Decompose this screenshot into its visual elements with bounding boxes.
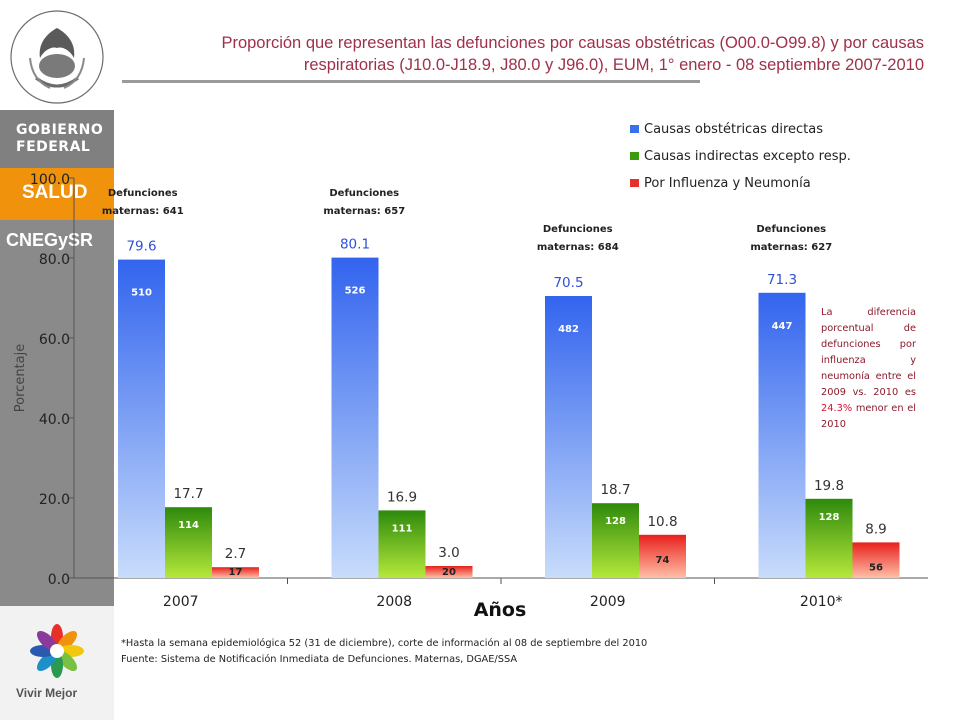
gobierno-federal-logo: GOBIERNO FEDERAL (0, 110, 114, 168)
federal-label: FEDERAL (16, 139, 91, 155)
bar-2 (805, 498, 853, 578)
footnote-line-1: *Hasta la semana epidemiológica 52 (31 d… (121, 638, 648, 649)
difference-note-percent: 24.3% (821, 403, 853, 414)
legend-label: Por Influenza y Neumonía (644, 176, 811, 191)
data-label: 17.7 (173, 486, 203, 502)
salud-label: SALUD (22, 182, 88, 203)
group-note-line-1: Defunciones (756, 224, 826, 235)
group-note-line-2: maternas: 684 (537, 242, 619, 253)
data-label: 80.1 (340, 237, 370, 253)
data-label: 70.5 (553, 275, 583, 291)
y-tick-label: 40.0 (39, 412, 70, 428)
legend-label: Causas indirectas excepto resp. (644, 149, 851, 164)
group-note-line-2: maternas: 641 (102, 206, 184, 217)
data-label: 79.6 (126, 239, 156, 255)
bar-count-label: 111 (392, 523, 413, 534)
group-note-line-1: Defunciones (108, 188, 178, 199)
bar-2 (378, 510, 426, 578)
data-label: 71.3 (767, 272, 797, 288)
y-tick-label: 80.0 (39, 252, 70, 268)
data-label: 16.9 (387, 489, 417, 505)
page-title: Proporción que representan las defuncion… (221, 34, 924, 74)
bar-1 (545, 296, 592, 578)
bar-count-label: 447 (772, 321, 793, 332)
bar-count-label: 74 (656, 555, 670, 566)
vivir-mejor-label: Vivir Mejor (16, 686, 78, 700)
data-label: 8.9 (865, 521, 886, 537)
title-divider (122, 80, 700, 83)
salud-logo: SALUD (0, 168, 114, 220)
difference-note: La diferencia porcentual de defunciones … (821, 305, 916, 433)
bar-count-label: 128 (819, 512, 840, 523)
mexico-seal-icon (10, 10, 104, 104)
legend-label: Causas obstétricas directas (644, 122, 823, 137)
bar-1 (758, 292, 806, 578)
group-note-line-2: maternas: 627 (750, 242, 832, 253)
group-note-line-1: Defunciones (543, 224, 613, 235)
data-label: 18.7 (600, 482, 630, 498)
bar-3 (212, 567, 259, 578)
data-label: 3.0 (438, 545, 459, 561)
bar-count-label: 510 (131, 288, 152, 299)
bar-count-label: 482 (558, 324, 579, 335)
gobierno-label: GOBIERNO (16, 122, 104, 138)
legend-swatch (630, 179, 639, 187)
difference-note-text: La diferencia porcentual de defunciones … (821, 307, 916, 398)
bar-1 (118, 259, 165, 578)
footnote-line-2: Fuente: Sistema de Notificación Inmediat… (121, 654, 518, 665)
data-label: 2.7 (225, 546, 246, 562)
y-axis-label: Porcentaje (13, 344, 28, 412)
y-tick-label: 60.0 (39, 332, 70, 348)
bar-count-label: 20 (442, 567, 456, 578)
difference-note-tail: menor en el 2010 (821, 403, 916, 430)
data-label: 19.8 (814, 478, 844, 494)
data-label: 10.8 (647, 514, 677, 530)
x-axis-label: Años (474, 599, 527, 621)
bar-3 (852, 542, 900, 578)
bar-count-label: 56 (869, 562, 883, 573)
group-note-line-1: Defunciones (329, 188, 399, 199)
bar-2 (592, 503, 639, 578)
sidebar-gray-band (0, 220, 114, 606)
group-note-line-2: maternas: 657 (323, 206, 405, 217)
cnegysr-label: CNEGySR (6, 230, 94, 250)
legend-swatch (630, 152, 639, 160)
y-tick-label: 0.0 (48, 572, 70, 588)
bar-count-label: 128 (605, 516, 626, 527)
x-tick-label: 2008 (376, 594, 412, 610)
legend-swatch (630, 125, 639, 133)
y-tick-label: 100.0 (30, 172, 70, 188)
vivir-mejor-logo-icon (30, 624, 84, 678)
bar-count-label: 526 (345, 286, 366, 297)
bar-3 (425, 566, 473, 578)
y-tick-label: 20.0 (39, 492, 70, 508)
x-tick-label: 2009 (590, 594, 626, 610)
bar-count-label: 17 (229, 567, 243, 578)
bar-count-label: 114 (178, 520, 199, 531)
bar-3 (639, 534, 686, 578)
bar-1 (331, 257, 379, 578)
sidebar: GOBIERNO FEDERAL SALUD CNEGySR Vivir Mej… (0, 0, 114, 720)
x-tick-label: 2007 (163, 594, 199, 610)
footnote: *Hasta la semana epidemiológica 52 (31 d… (121, 636, 647, 668)
x-tick-label: 2010* (800, 594, 843, 610)
bar-2 (165, 507, 212, 578)
